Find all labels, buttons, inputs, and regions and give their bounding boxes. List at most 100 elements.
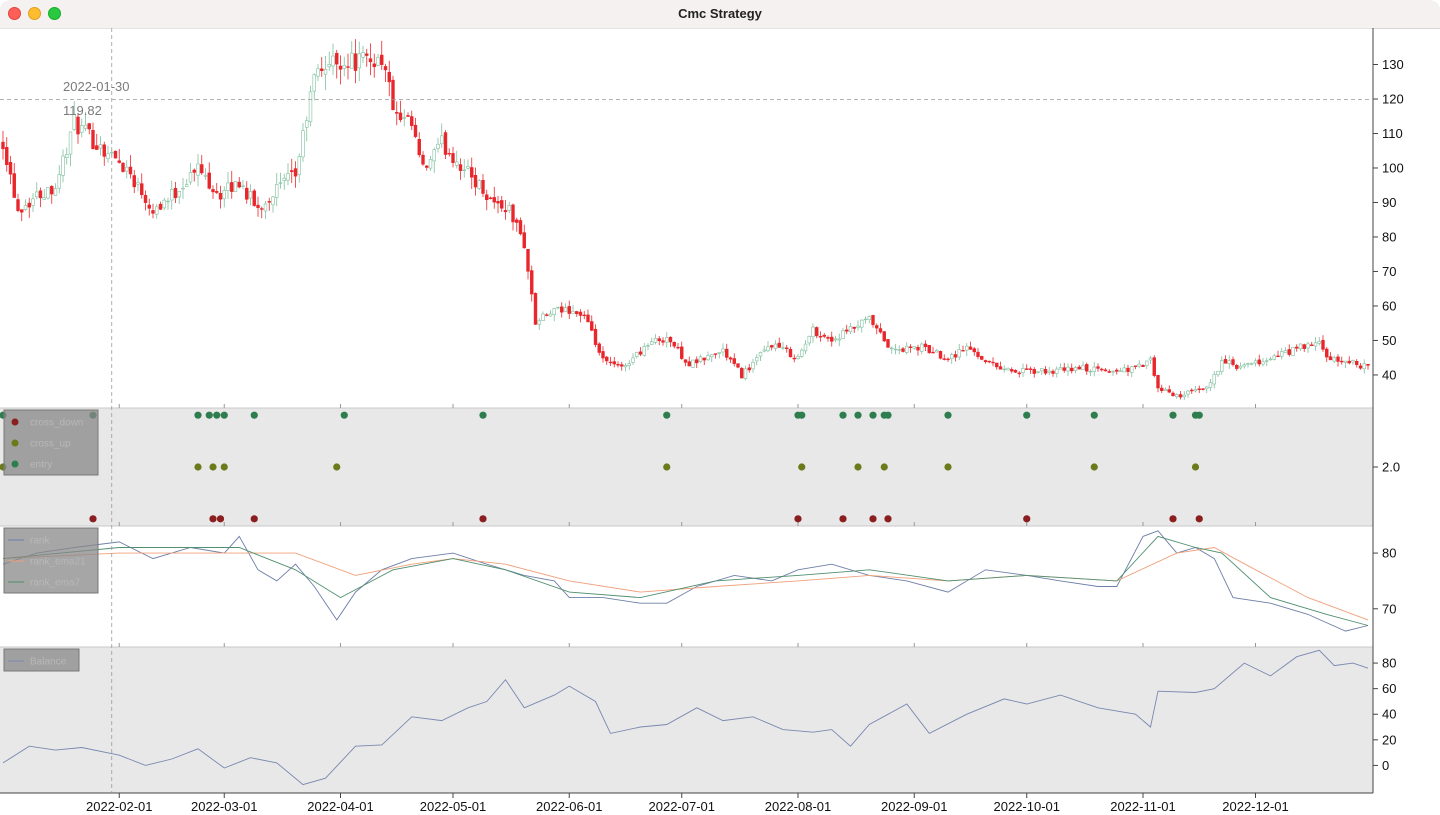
candle-down [200,164,204,174]
candle-up [1073,367,1078,371]
candle-down [608,361,613,364]
candle-up [402,117,406,119]
candle-down [128,166,133,175]
candle-up [1208,382,1213,388]
x-tick-label: 2022-02-01 [86,799,153,814]
candle-down [605,356,609,362]
candle-up [196,163,200,176]
candle-down [661,340,665,343]
candle-up [1205,386,1209,390]
candle-down [1107,371,1111,373]
candle-up [1242,364,1246,367]
candle-down [938,351,943,359]
candle-down [417,138,421,156]
candle-up [1351,360,1355,363]
candle-down [215,191,219,193]
minimize-window-button[interactable] [28,7,41,20]
candle-up [710,354,714,358]
candle-up [721,348,725,353]
candle-down [1295,346,1299,349]
candle-down [983,360,988,363]
candle-down [980,356,984,360]
x-tick-label: 2022-09-01 [881,799,948,814]
candle-down [383,66,388,71]
strategy-chart[interactable]: 40 50 60 70 80 90 100 110 120 130 2.0 70 80 0 20 40 60 80… [0,28,1440,815]
legend-label: rank_ema21 [30,557,86,568]
candle-up [1193,389,1198,392]
candle-up [1268,358,1273,361]
candle-down [901,348,905,352]
candle-down [1115,369,1119,372]
candle-down [1235,364,1239,369]
candle-up [455,161,459,166]
candle-down [1358,365,1363,369]
rank-panel[interactable] [2,530,1369,632]
candle-up [811,326,815,338]
candle-down [575,311,579,314]
candle-down [713,353,718,355]
candle-up [548,313,553,317]
candle-down [121,162,125,172]
candle-down [473,175,478,188]
candle-up [646,345,650,347]
entry-point [1023,411,1031,419]
candle-up [698,356,703,362]
entry-point [1195,411,1203,419]
candle-down [1325,348,1329,358]
candle-down [503,210,508,213]
candle-up [342,65,346,69]
candle-up [327,64,331,68]
candle-down [1321,339,1325,350]
candle-down [991,361,995,364]
rank-y-tick-label: 70 [1382,601,1396,616]
candle-down [740,367,744,379]
candle-up [860,319,864,328]
candle-down [927,345,931,353]
candle-down [391,79,395,110]
candle-up [552,308,556,315]
candle-up [841,330,845,340]
title-bar: Cmc Strategy [0,0,1440,29]
signals-panel[interactable] [0,411,1203,523]
candle-down [702,357,706,361]
candle-up [248,191,253,199]
candle-down [1178,394,1183,398]
candle-down [470,167,474,178]
candle-down [1328,356,1333,361]
balance-y-tick-label: 80 [1382,656,1396,671]
candle-down [923,343,928,348]
candle-up [642,346,646,356]
candle-down [545,314,549,316]
entry-point [1090,411,1098,419]
maximize-window-button[interactable] [48,7,61,20]
cross_up-point [333,463,341,471]
cross_down-point [1169,515,1177,523]
legend-label: cross_down [30,418,83,429]
candle-up [507,204,511,211]
candle-up [241,185,245,187]
candle-down [1355,360,1359,365]
close-window-button[interactable] [8,7,21,20]
candle-up [222,190,226,200]
cross_down-point [1195,515,1203,523]
candle-up [867,316,871,320]
candle-down [1152,357,1156,376]
balance-panel[interactable] [2,649,1369,786]
cross_down-point [250,515,258,523]
candle-up [1253,360,1258,364]
candle-up [155,206,159,215]
candle-down [76,116,80,135]
candle-down [443,132,448,155]
candle-up [623,365,628,368]
candle-down [515,219,519,223]
candle-down [1032,369,1036,374]
candle-up [563,307,568,312]
entry-point [869,411,877,419]
candle-down [267,201,271,203]
candle-down [50,186,54,195]
candle-down [530,270,534,295]
candle-down [95,145,99,150]
price-panel[interactable] [1,39,1370,401]
candle-up [301,130,305,158]
candle-up [627,363,631,366]
